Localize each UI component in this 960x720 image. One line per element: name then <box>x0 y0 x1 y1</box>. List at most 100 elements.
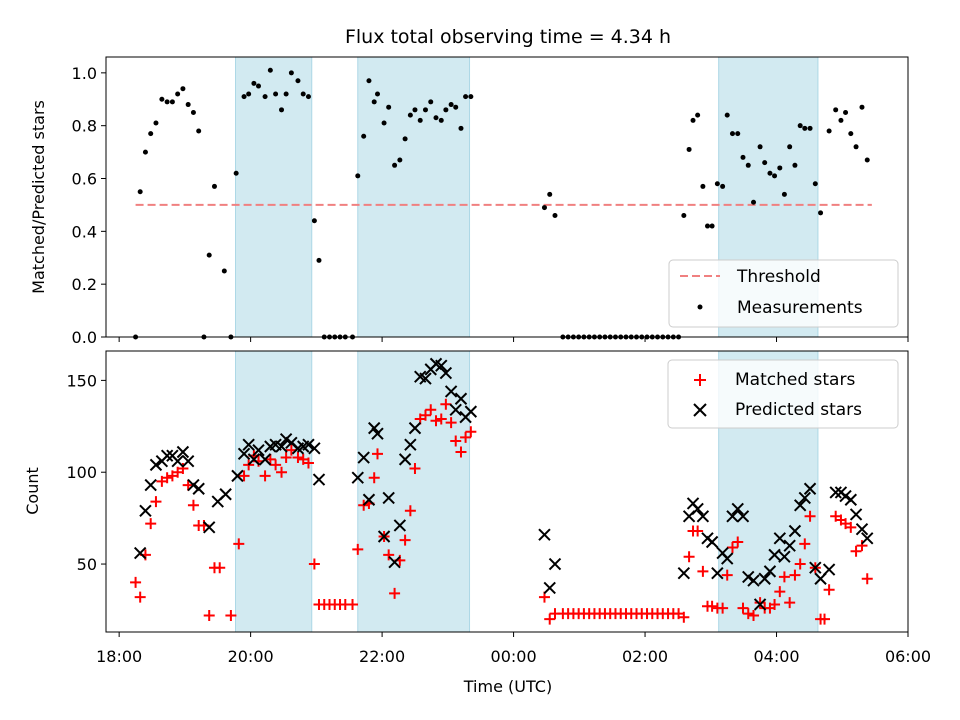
matched-point <box>302 457 314 469</box>
measurement-point <box>175 91 181 97</box>
measurement-point <box>705 223 710 229</box>
matched-point <box>404 505 416 517</box>
matched-point <box>544 613 556 625</box>
measurement-point <box>468 94 474 100</box>
y-tick-label: 50 <box>77 555 97 574</box>
predicted-point <box>139 504 152 517</box>
matched-point <box>748 609 760 621</box>
top-panel-measurements <box>133 67 870 340</box>
predicted-point <box>803 482 817 495</box>
measurement-point <box>463 94 469 100</box>
measurement-point <box>283 91 289 97</box>
y-tick-label: 0.8 <box>72 117 97 136</box>
predicted-point <box>538 528 551 541</box>
measurement-point <box>818 210 824 216</box>
matched-point <box>368 472 380 484</box>
predicted-point <box>726 510 739 523</box>
matched-point <box>233 538 245 550</box>
measurement-point <box>802 125 808 131</box>
measurement-point <box>267 67 273 73</box>
predicted-point <box>279 432 293 446</box>
measurement-point <box>169 99 175 105</box>
measurement-point <box>148 131 154 137</box>
predicted-point <box>308 442 321 455</box>
predicted-point <box>192 482 205 495</box>
predicted-point <box>382 491 395 505</box>
matched-point <box>389 587 401 599</box>
matched-point <box>130 576 142 588</box>
measurement-point <box>190 109 196 115</box>
matched-point <box>352 543 364 555</box>
matched-point <box>460 431 472 443</box>
predicted-point <box>773 532 787 545</box>
predicted-point <box>393 519 407 532</box>
predicted-point <box>763 565 777 578</box>
y-tick-label: 0.2 <box>72 275 97 294</box>
predicted-point <box>302 438 315 451</box>
predicted-point <box>753 598 767 611</box>
matched-point <box>850 545 862 557</box>
predicted-point <box>371 427 384 440</box>
measurement-point <box>374 91 380 97</box>
x-tick-label: 06:00 <box>885 647 931 666</box>
measurement-point <box>848 131 854 137</box>
predicted-point <box>439 366 453 380</box>
matched-point <box>678 611 690 623</box>
bottom-legend: Matched stars Predicted stars <box>667 359 899 429</box>
bottom-legend-box <box>667 359 899 429</box>
measurement-point <box>547 191 553 197</box>
matched-point <box>804 510 816 522</box>
measurement-point <box>552 212 558 218</box>
measurement-point <box>735 131 741 137</box>
matched-point <box>182 479 194 491</box>
matched-point <box>742 608 754 620</box>
predicted-point <box>377 530 391 543</box>
predicted-point <box>747 574 760 587</box>
predicted-point <box>171 454 184 468</box>
x-tick-label: 00:00 <box>491 647 537 666</box>
matched-point <box>161 472 173 484</box>
measurement-point <box>164 99 170 105</box>
top-panel-frame <box>105 56 909 338</box>
measurement-point <box>433 115 439 121</box>
predicted-point <box>736 510 750 523</box>
measurement-point <box>729 131 735 137</box>
measurement-point <box>386 104 392 110</box>
matched-point <box>214 562 226 574</box>
measurement-point <box>792 162 798 168</box>
predicted-point <box>419 372 432 385</box>
top-panel-y-axis: 0.0 0.2 0.4 0.6 0.8 1.0 <box>72 64 106 347</box>
matched-point <box>778 571 790 583</box>
predicted-point <box>275 440 288 453</box>
matched-point <box>430 415 442 427</box>
measurement-point <box>843 109 849 115</box>
predicted-point <box>809 561 822 574</box>
legend-threshold-label: Threshold <box>736 267 821 287</box>
predicted-point <box>758 572 771 585</box>
measurement-point <box>714 181 720 187</box>
measurement-point <box>256 83 262 89</box>
measurement-point <box>762 160 768 166</box>
measurement-point <box>681 212 687 218</box>
predicted-point <box>793 499 807 512</box>
matched-point <box>819 613 831 625</box>
measurement-point <box>295 78 301 84</box>
measurement-point <box>316 257 322 263</box>
y-tick-label: 1.0 <box>72 64 97 83</box>
predicted-point <box>778 550 791 563</box>
measurement-point <box>700 183 706 189</box>
matched-point <box>308 558 320 570</box>
matched-point <box>683 551 695 563</box>
predicted-point <box>388 556 401 569</box>
matched-point <box>455 446 467 458</box>
matched-point <box>769 598 781 610</box>
measurement-point <box>159 96 165 102</box>
predicted-point <box>203 521 216 534</box>
bottom-panel-frame <box>105 350 909 633</box>
legend-matched-swatch <box>694 374 706 386</box>
y-tick-label: 0.0 <box>72 328 97 347</box>
matched-point <box>465 426 477 438</box>
measurement-point <box>541 205 547 211</box>
predicted-point <box>258 453 272 466</box>
